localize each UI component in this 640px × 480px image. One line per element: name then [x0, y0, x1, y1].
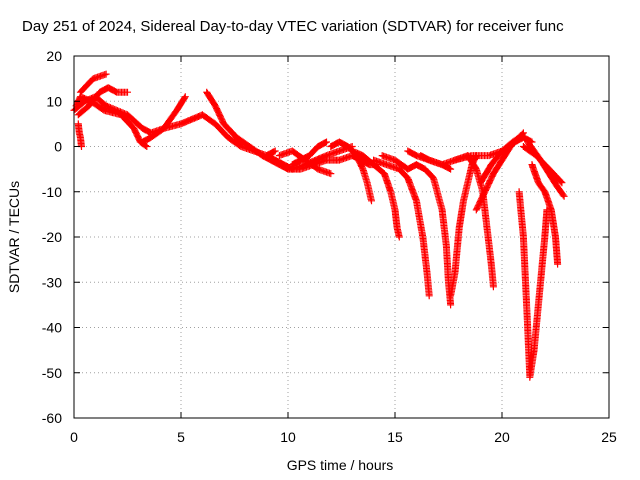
y-tick-label: -60 — [42, 410, 62, 426]
y-tick-label: -50 — [42, 365, 62, 381]
series-track-a — [70, 93, 279, 160]
chart-title: Day 251 of 2024, Sidereal Day-to-day VTE… — [22, 18, 564, 35]
series-track-w — [528, 161, 562, 268]
series-track-l — [348, 147, 403, 241]
x-tick-label: 15 — [387, 429, 403, 445]
axis-ticks: 0 5 10 15 20 25 -60 -50 -40 -30 -20 -10 0 10 20 — [42, 48, 617, 445]
series-track-y — [524, 138, 568, 200]
series-track-d — [76, 70, 110, 96]
y-tick-label: -10 — [42, 184, 62, 200]
data-point-markers — [76, 70, 110, 96]
series-track-h — [263, 143, 356, 173]
x-tick-label: 5 — [177, 429, 185, 445]
y-tick-label: 20 — [46, 48, 62, 64]
x-tick-label: 25 — [601, 429, 617, 445]
data-point-markers — [70, 93, 279, 160]
y-tick-label: -40 — [42, 320, 62, 336]
data-point-markers — [327, 138, 375, 205]
data-point-markers — [515, 188, 551, 381]
data-point-markers — [378, 152, 455, 309]
data-point-markers — [263, 143, 356, 173]
y-tick-label: -30 — [42, 274, 62, 290]
y-tick-label: 10 — [46, 93, 62, 109]
series-track-f — [139, 93, 189, 146]
series-track-n — [378, 152, 455, 309]
data-point-markers — [139, 93, 189, 146]
series-track-j — [288, 138, 330, 169]
series-track-q — [447, 152, 480, 300]
y-tick-label: -20 — [42, 229, 62, 245]
y-axis-label: SDTVAR / TECUs — [6, 181, 22, 293]
series-track-v — [515, 188, 551, 381]
data-point-markers — [477, 133, 536, 187]
data-point-markers — [447, 152, 480, 300]
series-track-k — [327, 138, 375, 205]
data-point-markers — [74, 120, 85, 150]
x-tick-label: 20 — [494, 429, 510, 445]
x-tick-label: 0 — [70, 429, 78, 445]
data-point-markers — [524, 138, 568, 200]
series-track-m — [370, 156, 433, 300]
x-axis-label: GPS time / hours — [287, 457, 394, 473]
data-point-markers — [348, 147, 403, 241]
y-tick-label: 0 — [54, 139, 62, 155]
data-points — [70, 70, 568, 381]
data-point-markers — [74, 84, 131, 119]
grid-lines — [74, 56, 609, 418]
data-point-markers — [288, 138, 330, 169]
series-track-u — [477, 133, 536, 187]
series-track-c — [74, 84, 131, 119]
data-point-markers — [528, 161, 562, 268]
series-track-e — [74, 120, 85, 150]
x-tick-label: 10 — [280, 429, 296, 445]
data-point-markers — [370, 156, 433, 300]
